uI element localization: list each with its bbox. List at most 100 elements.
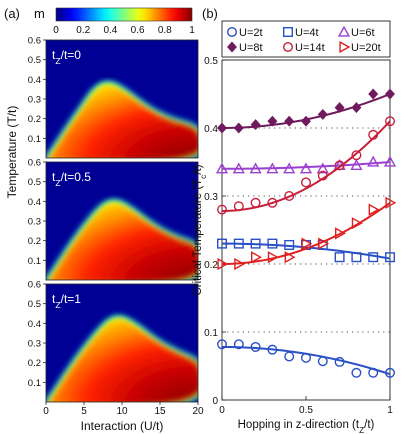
data-point xyxy=(351,217,363,230)
data-point xyxy=(250,341,261,352)
heatmap-xtick-label: 15 xyxy=(154,406,166,417)
heatmap-ytick-label: 0.2 xyxy=(28,358,41,369)
data-point xyxy=(350,159,363,171)
data-point xyxy=(215,162,229,174)
heatmap-xtick-label: 10 xyxy=(116,406,128,417)
colorbar-tick-label: 0.6 xyxy=(131,25,145,36)
fit-curve xyxy=(222,161,391,170)
colorbar-label: m xyxy=(34,6,45,21)
data-point xyxy=(334,356,345,367)
plot-xtick-label: 1 xyxy=(387,405,393,416)
legend-label: U=2t xyxy=(239,27,263,39)
heatmap-ytick-label: 0.1 xyxy=(28,134,41,145)
data-point xyxy=(283,162,296,174)
data-point xyxy=(217,257,229,271)
data-point xyxy=(334,252,345,263)
heatmap-panel-label: tZ/t=1 xyxy=(52,292,81,310)
data-point xyxy=(385,88,395,100)
heatmap-ytick-label: 0.2 xyxy=(28,236,41,247)
data-point xyxy=(368,129,379,140)
heatmap-xtick-label: 5 xyxy=(81,406,87,417)
legend-marker xyxy=(227,41,237,53)
heatmap-ytick-label: 0.1 xyxy=(28,378,41,389)
legend-marker xyxy=(337,25,351,37)
panel-a-label: (a) xyxy=(4,6,20,21)
data-point xyxy=(351,150,362,161)
data-point xyxy=(334,160,345,171)
heatmap-ytick-label: 0.3 xyxy=(28,95,41,106)
colorbar-tick-label: 0 xyxy=(53,25,59,36)
heatmap-ytick-label: 0.6 xyxy=(28,158,41,169)
data-point xyxy=(266,162,279,174)
heatmap-ytick-label: 0.2 xyxy=(28,114,41,125)
data-point xyxy=(216,238,227,249)
data-point xyxy=(385,116,396,127)
colorbar xyxy=(55,7,193,22)
data-point xyxy=(316,162,329,174)
plot-xtick-label: 0.5 xyxy=(299,405,313,416)
heatmap-ytick-label: 0.3 xyxy=(28,217,41,228)
data-point xyxy=(233,339,244,350)
legend: U=2t U=4t U=6t U=8t U=14t U=20t xyxy=(221,20,391,58)
colorbar-tick-label: 0.8 xyxy=(158,25,172,36)
heatmap-dome xyxy=(49,319,198,402)
data-point xyxy=(317,170,328,181)
data-point xyxy=(385,196,397,209)
series-u-8t xyxy=(217,88,395,134)
plot-ytick-label: 0.2 xyxy=(204,260,218,271)
heatmap-ytick-label: 0.4 xyxy=(28,319,41,330)
heatmap-area xyxy=(46,40,198,158)
data-point xyxy=(367,155,380,167)
data-point xyxy=(301,352,312,363)
heatmap-ytick-label: 0.6 xyxy=(28,36,41,47)
heatmap-ytick-label: 0.5 xyxy=(28,55,41,66)
data-point xyxy=(385,367,396,378)
data-point xyxy=(234,257,246,271)
data-point xyxy=(250,197,261,208)
data-point xyxy=(284,190,295,201)
heatmap-ytick-label: 0.4 xyxy=(28,75,41,86)
legend-marker xyxy=(339,40,351,54)
plot-ytick-label: 0.4 xyxy=(204,124,218,135)
data-point xyxy=(216,339,227,350)
data-point xyxy=(351,102,362,114)
data-point xyxy=(233,201,244,212)
heatmap-xtick-label: 0 xyxy=(43,406,49,417)
data-point xyxy=(318,237,330,250)
heatmap-dome xyxy=(49,84,198,158)
data-point xyxy=(317,356,328,367)
data-point xyxy=(267,344,278,355)
data-point xyxy=(250,251,262,264)
series-u-2t xyxy=(216,339,396,378)
plot-xlabel: Hopping in z-direction (tZ/t) xyxy=(238,419,375,434)
data-point xyxy=(216,204,227,215)
legend-label: U=20t xyxy=(351,42,381,54)
data-point xyxy=(284,115,295,127)
data-point xyxy=(250,238,261,249)
legend-label: U=14t xyxy=(295,42,325,54)
heatmap-panel-label: tZ/t=0.5 xyxy=(52,170,91,188)
plot-ylabel: Critical Temperature (Tc/t) xyxy=(192,164,208,295)
fit-curve xyxy=(221,120,391,212)
heatmap-xtick-label: 20 xyxy=(192,406,204,417)
legend-marker xyxy=(283,42,294,53)
heatmap-ytick-label: 0.5 xyxy=(28,299,41,310)
data-point xyxy=(267,251,279,264)
heatmap-dome xyxy=(49,203,198,280)
legend-label: U=6t xyxy=(351,27,375,39)
data-point xyxy=(233,122,244,134)
data-point xyxy=(284,351,295,362)
data-point xyxy=(368,203,380,216)
data-point xyxy=(334,102,345,114)
plot-ytick-label: 0.3 xyxy=(204,192,218,203)
heatmap-xlabel: Interaction (U/t) xyxy=(81,419,164,433)
data-point xyxy=(335,227,346,240)
data-point xyxy=(299,162,313,174)
heatmap-ytick-label: 0.5 xyxy=(28,177,41,188)
series-u-6t xyxy=(215,155,397,174)
data-point xyxy=(351,252,362,263)
heatmap-area xyxy=(46,284,198,402)
heatmap-ytick-label: 0.4 xyxy=(28,197,41,208)
data-point xyxy=(301,177,312,188)
